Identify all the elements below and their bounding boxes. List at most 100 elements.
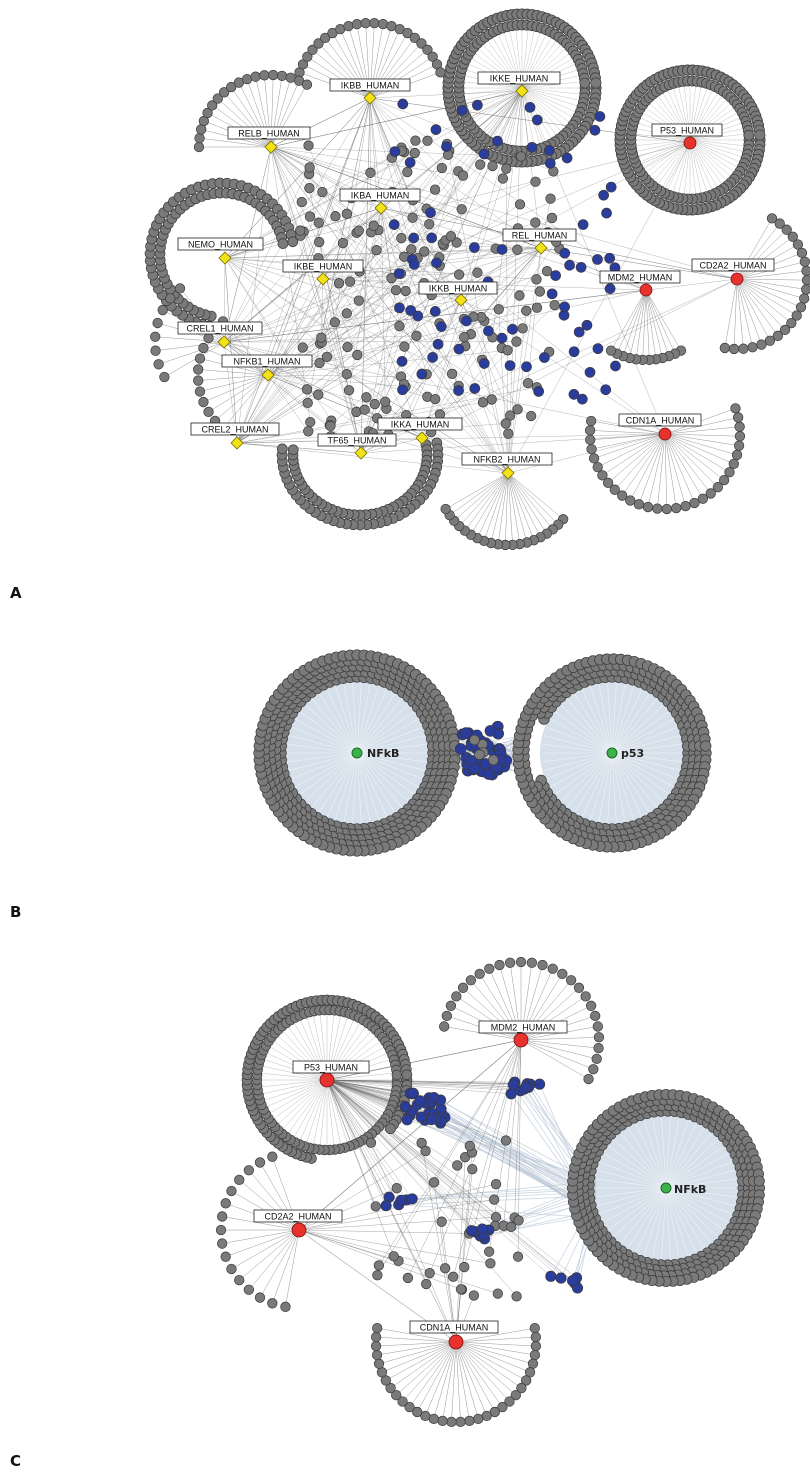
satellite-node <box>234 1174 245 1186</box>
edge <box>507 472 559 525</box>
satellite-node <box>494 959 505 971</box>
edge <box>661 1187 667 1258</box>
interior-node <box>512 244 523 255</box>
edge <box>198 369 269 376</box>
edge <box>378 1341 457 1365</box>
hub-label-5-text: REL_HUMAN <box>512 231 568 241</box>
edge <box>527 247 542 384</box>
hub-label-2-text: RELB_HUMAN <box>238 129 300 139</box>
edge <box>540 247 738 280</box>
red-hub-1 <box>639 283 653 297</box>
edge <box>635 1187 667 1252</box>
satellite-node <box>226 81 237 93</box>
satellite-node <box>584 425 596 436</box>
interior-node <box>330 211 341 222</box>
satellite-node <box>203 332 214 344</box>
edge <box>455 1295 475 1343</box>
satellite-node <box>157 304 168 316</box>
yellow-hub-4 <box>218 251 232 265</box>
edge <box>645 289 663 359</box>
edge <box>622 289 647 357</box>
edge <box>521 87 581 101</box>
edge <box>490 472 509 544</box>
interior-node <box>303 426 314 437</box>
edge <box>455 1341 522 1389</box>
interior-node <box>486 394 497 405</box>
interior-node <box>421 1278 432 1290</box>
edge <box>199 137 272 148</box>
interior-node <box>436 162 448 174</box>
yellow-hub-3 <box>374 201 388 215</box>
edge <box>449 472 509 516</box>
satellite-node <box>397 1396 408 1407</box>
interior-node <box>303 140 314 151</box>
edge <box>689 139 746 147</box>
edge <box>326 1079 483 1230</box>
edge <box>319 1079 328 1146</box>
edge <box>507 310 527 474</box>
satellite-node <box>203 406 214 418</box>
edge <box>736 236 793 280</box>
edge <box>326 1072 393 1081</box>
edge <box>689 139 728 182</box>
satellite-node <box>212 93 223 104</box>
satellite-node <box>435 67 446 78</box>
edge <box>267 374 309 432</box>
edge <box>689 133 746 141</box>
yellow-hub-11 <box>415 431 429 445</box>
edge <box>428 247 542 423</box>
satellite-node <box>219 87 230 98</box>
interior-node <box>399 341 410 352</box>
shared-node <box>453 343 465 355</box>
edge <box>611 689 643 754</box>
shared-node <box>388 219 400 230</box>
satellite-node <box>605 345 617 356</box>
yellow-hub-0 <box>363 91 377 105</box>
edge <box>507 472 548 534</box>
satellite-node <box>371 1331 382 1343</box>
edge <box>664 433 719 488</box>
shared-node <box>425 207 436 219</box>
hub-label-0: IKBB_HUMAN <box>329 78 411 92</box>
satellite-node <box>593 1032 605 1043</box>
interior-node <box>446 368 458 380</box>
edge <box>236 157 393 444</box>
hub-label-7: IKKB_HUMAN <box>418 281 498 295</box>
edge <box>598 752 613 822</box>
interior-node <box>341 208 353 219</box>
shared-node <box>454 743 467 755</box>
shared-node <box>429 306 441 317</box>
edge <box>412 1188 597 1200</box>
edge <box>665 1187 728 1222</box>
shared-node <box>524 101 536 113</box>
hub-label-4: NEMO_HUMAN <box>177 237 264 251</box>
edge <box>270 146 509 474</box>
yellow-hub-13 <box>501 466 515 480</box>
edge <box>164 341 226 378</box>
interior-node <box>489 1194 500 1205</box>
edge <box>381 1341 457 1373</box>
interior-node <box>325 420 336 432</box>
edge <box>635 289 647 360</box>
satellite-node <box>764 335 776 346</box>
edge <box>611 711 669 754</box>
satellite-node <box>194 353 206 364</box>
satellite-node <box>592 1021 603 1032</box>
shared-node <box>426 1113 438 1126</box>
edge <box>689 139 736 174</box>
edge <box>380 207 666 435</box>
edge <box>521 87 547 143</box>
satellite-node <box>267 1151 278 1162</box>
interior-node <box>402 1272 414 1284</box>
edge <box>347 90 523 348</box>
edge <box>326 1079 484 1236</box>
edge <box>318 242 362 454</box>
edge <box>550 752 613 787</box>
shared-node <box>460 727 472 739</box>
panel-c: MDM2_HUMAN P53_HUMAN CD2A2_HUMAN CDN1A_HUMA… <box>0 940 810 1440</box>
edge <box>298 1187 397 1231</box>
edge <box>602 433 666 476</box>
satellite-node <box>307 44 318 55</box>
interior-node <box>420 1145 431 1157</box>
edge <box>736 278 762 345</box>
